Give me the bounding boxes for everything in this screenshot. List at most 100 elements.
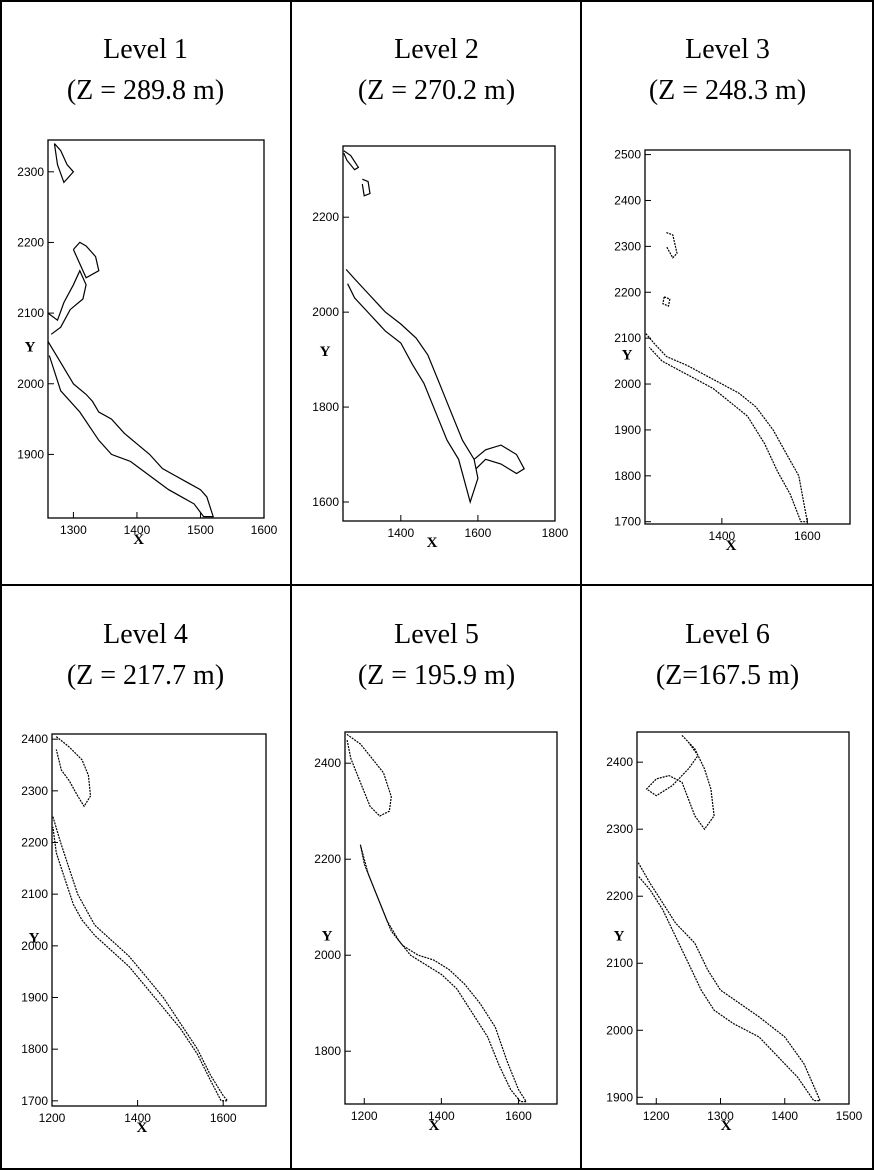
x-tick-label: 1600 — [465, 526, 492, 540]
x-tick-label: 1300 — [60, 523, 87, 537]
y-tick-label: 2200 — [606, 889, 633, 903]
y-tick-label: 2000 — [314, 948, 341, 962]
contour-line-4 — [48, 269, 87, 335]
y-tick-label: 2200 — [314, 852, 341, 866]
x-tick-label: 1400 — [387, 526, 414, 540]
x-tick-label: 1400 — [709, 529, 736, 543]
y-tick-label: 1800 — [614, 469, 641, 483]
x-tick-label: 1800 — [542, 526, 569, 540]
y-tick-label: 1900 — [17, 447, 44, 461]
contour-line-1 — [665, 232, 678, 259]
y-tick-label: 2200 — [614, 285, 641, 299]
y-tick-label: 1600 — [312, 495, 339, 509]
contour-line-1 — [343, 150, 360, 171]
contour-line-1 — [55, 736, 92, 808]
x-tick-label: 1600 — [505, 1109, 532, 1123]
y-tick-label: 2400 — [21, 732, 48, 746]
y-axis-label: Y — [25, 340, 36, 356]
x-tick-label: 1500 — [187, 523, 214, 537]
y-tick-label: 2200 — [17, 235, 44, 249]
y-tick-label: 2200 — [312, 210, 339, 224]
y-axis-label: Y — [320, 344, 331, 360]
panel-level-4: Level 4 (Z = 217.7 m) 1200 1400 1600 1700 1800… — [0, 585, 291, 1169]
x-axis-label: X — [726, 538, 737, 554]
y-tick-label: 1800 — [312, 400, 339, 414]
y-tick-label: 1700 — [21, 1094, 48, 1108]
y-tick-label: 2000 — [17, 377, 44, 391]
plot-frame — [342, 145, 556, 522]
contour-line-2 — [662, 296, 671, 307]
y-tick-label: 2000 — [614, 377, 641, 391]
y-tick-label: 2400 — [606, 755, 633, 769]
panel-level-6: Level 6 (Z=167.5 m) 1200 1300 1400 1500 1900 20… — [582, 585, 873, 1169]
y-tick-label: 2400 — [314, 756, 341, 770]
y-tick-label: 2300 — [614, 239, 641, 253]
contour-line-2 — [72, 241, 100, 279]
y-tick-label: 1900 — [614, 423, 641, 437]
y-tick-label: 1700 — [614, 515, 641, 529]
y-tick-label: 2100 — [606, 956, 633, 970]
panel-title-line2: (Z = 270.2 m) — [357, 75, 516, 106]
contour-line-4 — [473, 444, 525, 475]
x-tick-label: 1600 — [210, 1111, 237, 1125]
plot-frame — [344, 731, 558, 1105]
y-tick-label: 2300 — [21, 784, 48, 798]
x-axis-label: X — [136, 1120, 147, 1136]
contour-line-3 — [645, 333, 809, 523]
y-tick-label: 2300 — [606, 822, 633, 836]
y-tick-label: 2500 — [614, 148, 641, 162]
x-axis-label: X — [427, 535, 438, 551]
y-tick-label: 1800 — [314, 1044, 341, 1058]
panel-title-line1: Level 6 — [685, 619, 770, 650]
contour-line-2 — [637, 862, 822, 1102]
x-tick-label: 1400 — [124, 523, 151, 537]
y-tick-label: 1900 — [21, 991, 48, 1005]
y-tick-label: 2400 — [614, 193, 641, 207]
panel-title-line2: (Z=167.5 m) — [655, 660, 800, 691]
plot-frame — [51, 733, 267, 1107]
panel-level-5: Level 5 (Z = 195.9 m) 1200 1400 1600 1800 2000… — [291, 585, 582, 1169]
x-tick-label: 1600 — [251, 523, 278, 537]
panel-title-line1: Level 3 — [685, 34, 770, 65]
plot-frame — [644, 149, 851, 525]
plot-frame — [636, 731, 850, 1105]
x-tick-label: 1400 — [771, 1109, 798, 1123]
panel-title-line2: (Z = 195.9 m) — [357, 660, 516, 691]
y-tick-label: 2000 — [312, 305, 339, 319]
contour-line-2 — [52, 816, 229, 1102]
y-tick-label: 1900 — [606, 1090, 633, 1104]
contour-line-1 — [346, 733, 392, 817]
contour-line-3 — [48, 341, 215, 518]
panel-title-line1: Level 1 — [103, 34, 188, 65]
contour-line-1 — [645, 734, 715, 831]
y-tick-label: 2000 — [606, 1023, 633, 1037]
y-tick-label: 1800 — [21, 1042, 48, 1056]
x-axis-label: X — [133, 532, 144, 548]
divider-horizontal — [0, 584, 874, 586]
contour-line-3 — [345, 268, 479, 505]
panel-title-line2: (Z = 217.7 m) — [66, 660, 225, 691]
x-tick-label: 1200 — [351, 1109, 378, 1123]
y-axis-label: Y — [29, 930, 40, 946]
x-axis-label: X — [721, 1118, 732, 1134]
x-tick-label: 1400 — [124, 1111, 151, 1125]
panel-title-line1: Level 4 — [103, 619, 188, 650]
y-tick-label: 2100 — [17, 306, 44, 320]
plot-frame — [47, 139, 265, 519]
panel-title-line1: Level 2 — [394, 34, 479, 65]
y-tick-label: 2100 — [614, 331, 641, 345]
y-tick-label: 2300 — [17, 165, 44, 179]
y-axis-label: Y — [614, 928, 625, 944]
contour-line-2 — [361, 178, 371, 197]
contour-line-2 — [359, 844, 528, 1103]
panel-title-line1: Level 5 — [394, 619, 479, 650]
contour-line-1 — [53, 143, 75, 184]
y-tick-label: 2000 — [21, 939, 48, 953]
x-tick-label: 1300 — [707, 1109, 734, 1123]
panel-level-2: Level 2 (Z = 270.2 m) 1400 1600 1800 1600 1800… — [291, 0, 582, 584]
